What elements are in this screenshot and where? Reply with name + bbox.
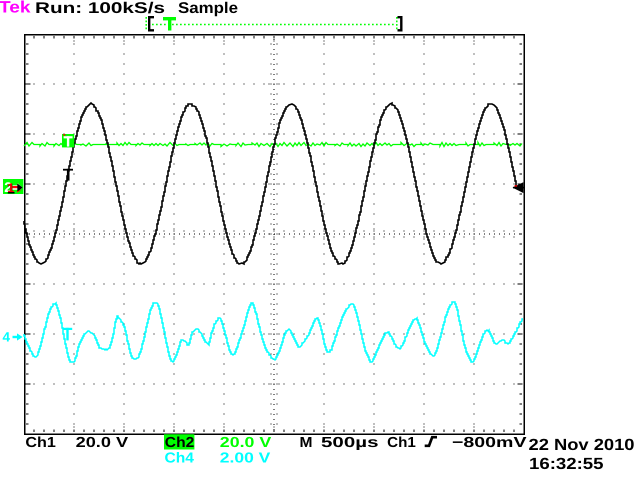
svg-text:2.00 V: 2.00 V <box>220 450 271 466</box>
svg-text:20.0 V: 20.0 V <box>76 435 129 451</box>
svg-text:500µs: 500µs <box>321 435 379 451</box>
svg-text:Sample: Sample <box>178 0 238 17</box>
svg-text:Ch4: Ch4 <box>165 450 195 466</box>
svg-text:1: 1 <box>7 181 14 195</box>
svg-text:2: 2 <box>4 179 12 195</box>
svg-text:1: 1 <box>7 182 15 198</box>
svg-text:4: 4 <box>3 330 11 345</box>
svg-text:Ch2: Ch2 <box>165 435 195 451</box>
svg-text:−800mV: −800mV <box>452 435 527 451</box>
svg-text:20.0 V: 20.0 V <box>220 435 272 451</box>
svg-text:Ch1: Ch1 <box>25 435 56 451</box>
svg-text:Ch1: Ch1 <box>387 435 416 451</box>
svg-text:16:32:55: 16:32:55 <box>529 455 604 473</box>
svg-text:Tek: Tek <box>0 0 31 16</box>
svg-text:22 Nov 2010: 22 Nov 2010 <box>529 436 635 454</box>
svg-text:Run: 100kS/s: Run: 100kS/s <box>35 0 165 17</box>
svg-text:M: M <box>300 435 313 451</box>
